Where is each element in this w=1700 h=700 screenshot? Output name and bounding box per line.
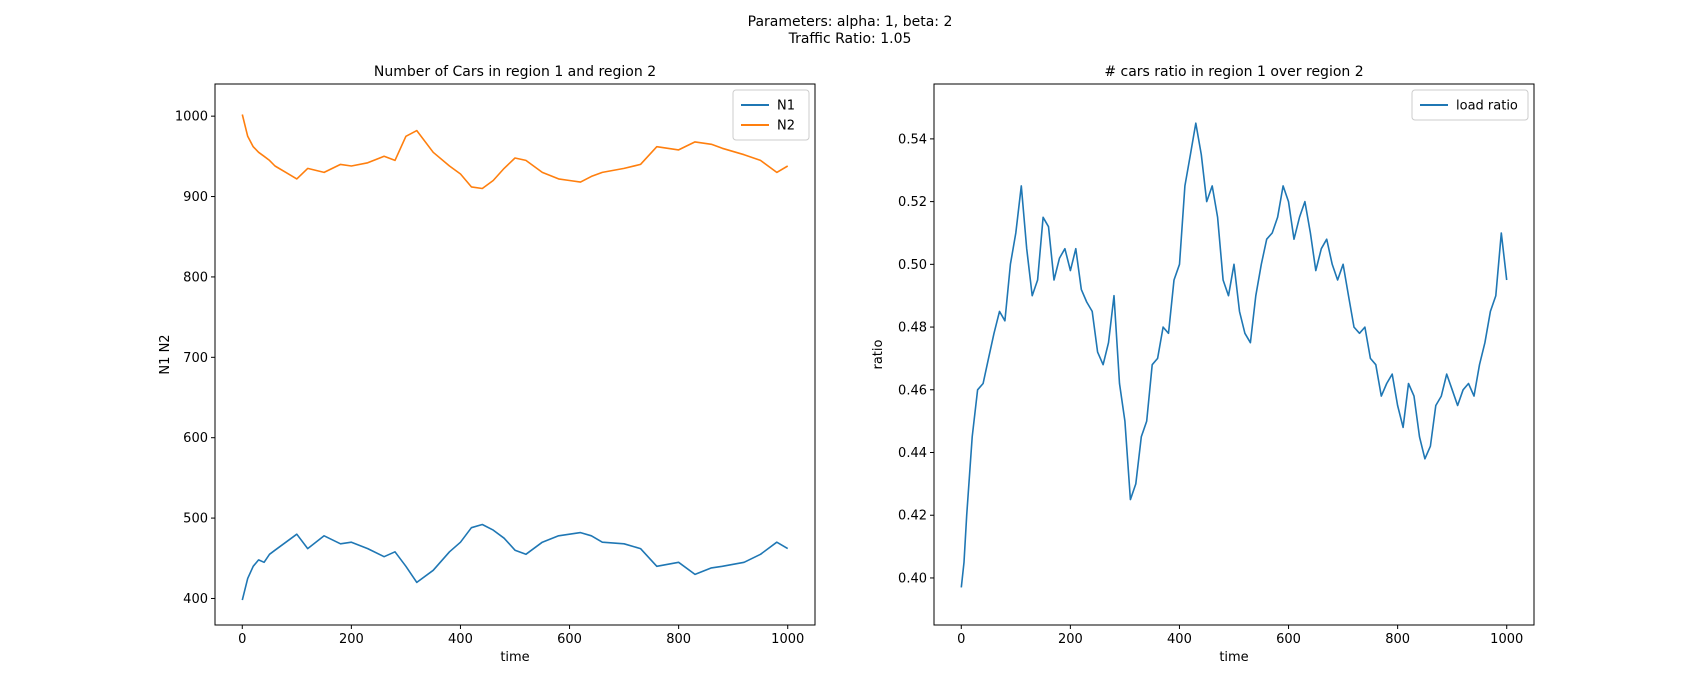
y-tick-label: 0.54 [898,132,927,147]
x-axis-label: time [1219,650,1248,665]
suptitle-line1: Parameters: alpha: 1, beta: 2 [748,14,953,30]
y-tick-label: 1000 [175,110,208,125]
legend-label: N1 [777,99,795,114]
y-tick-label: 0.40 [898,571,927,586]
x-tick-label: 600 [1276,632,1301,647]
chart-title: # cars ratio in region 1 over region 2 [1104,64,1363,80]
x-tick-label: 200 [1058,632,1083,647]
y-tick-label: 700 [183,351,208,366]
y-axis-label: ratio [871,339,886,369]
y-tick-label: 0.44 [898,446,927,461]
legend-label: load ratio [1456,99,1518,114]
y-tick-label: 0.48 [898,321,927,336]
x-tick-label: 400 [448,632,473,647]
x-tick-label: 800 [666,632,691,647]
x-tick-label: 0 [238,632,246,647]
y-tick-label: 900 [183,190,208,205]
series-line-n2 [241,114,789,190]
x-tick-label: 600 [557,632,582,647]
y-tick-label: 600 [183,431,208,446]
x-tick-label: 400 [1167,632,1192,647]
y-tick-label: 0.52 [898,195,927,210]
y-tick-label: 400 [183,592,208,607]
y-axis-label: N1 N2 [158,334,173,374]
legend-box [732,89,810,141]
x-tick-label: 0 [957,632,965,647]
chart-title: Number of Cars in region 1 and region 2 [374,64,656,80]
legend-box [1411,89,1529,121]
suptitle-line2: Traffic Ratio: 1.05 [788,31,912,47]
panel-right: 0 200 400 600 800 1000 0.40 0.42 0.44 0.46 0.48 0.5… [871,64,1535,665]
x-tick-label: 1000 [1490,632,1523,647]
axes-frame [214,83,816,626]
x-tick-label: 200 [339,632,364,647]
y-tick-label: 500 [183,512,208,527]
y-tick-label: 0.50 [898,258,927,273]
legend-label: N2 [777,119,795,134]
x-tick-label: 800 [1385,632,1410,647]
axes-frame [933,83,1535,626]
y-tick-label: 0.46 [898,383,927,398]
series-line-n1 [241,523,789,601]
x-axis-label: time [500,650,529,665]
series-line-load-ratio [960,122,1508,588]
y-tick-label: 800 [183,270,208,285]
x-tick-label: 1000 [771,632,804,647]
panel-left: 0 200 400 600 800 1000 400 500 600 700 800 900 1000 N… [158,64,816,665]
y-tick-label: 0.42 [898,509,927,524]
